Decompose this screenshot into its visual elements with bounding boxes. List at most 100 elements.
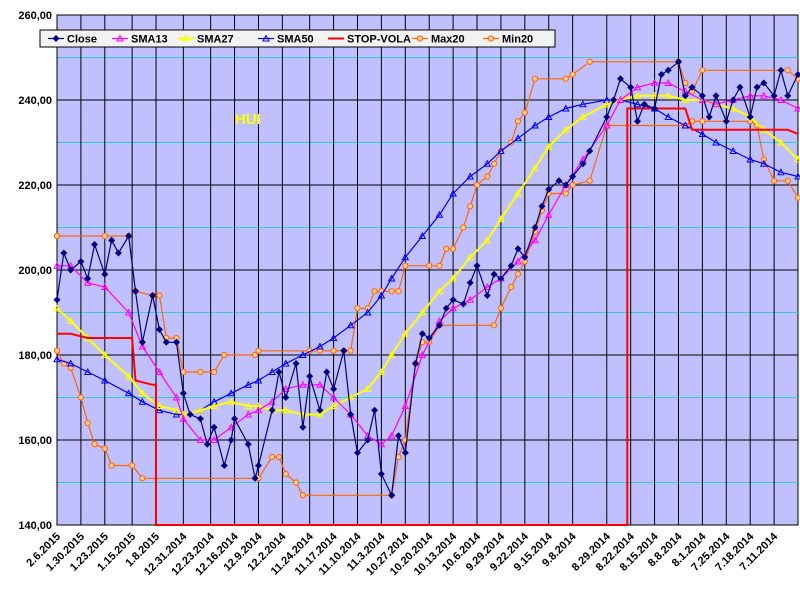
close-point	[651, 105, 659, 112]
min20-point	[139, 475, 146, 482]
close-point	[627, 83, 635, 91]
close-point	[640, 100, 648, 108]
max20-point	[354, 305, 361, 312]
sma13-point	[746, 91, 755, 99]
close-point	[282, 394, 290, 401]
sma50-point	[281, 359, 290, 367]
max20-point	[364, 305, 371, 312]
legend-label: SMA13	[131, 34, 168, 46]
sma27-point	[466, 253, 475, 261]
sma13-point	[329, 393, 338, 401]
max20-point	[388, 288, 395, 295]
min20-point	[129, 462, 136, 469]
max20-point	[586, 58, 593, 65]
legend-label: Close	[67, 34, 97, 46]
max20-point	[395, 288, 402, 295]
sma13-point	[650, 78, 659, 86]
close-point	[425, 334, 433, 342]
close-point	[91, 241, 99, 248]
sma13-point	[377, 440, 386, 448]
legend-sma27-point	[182, 34, 190, 42]
legend-sma13-point	[116, 34, 124, 42]
close-point	[674, 58, 682, 66]
legend-close-point	[52, 35, 60, 42]
sma27-point	[579, 112, 587, 120]
sma27-point	[281, 406, 290, 414]
close-point	[681, 92, 689, 100]
close-point	[231, 415, 239, 423]
max20-point	[490, 160, 498, 167]
sma50-point	[210, 397, 218, 405]
sma50-point	[254, 376, 263, 384]
close-point	[579, 160, 587, 168]
close-point	[108, 236, 116, 244]
max20-point	[347, 347, 354, 354]
sma50-point	[268, 367, 276, 375]
sma50-point	[138, 397, 147, 405]
sma50-point	[387, 274, 396, 282]
legend-item: Close	[48, 34, 97, 46]
close-point	[514, 245, 522, 253]
max20-point	[514, 118, 522, 125]
close-point	[364, 436, 372, 444]
sma27-point	[172, 406, 181, 414]
sma50-point	[435, 210, 444, 218]
chart-annotation: HUI	[235, 111, 261, 128]
sma27-point	[227, 397, 235, 405]
close-point	[777, 66, 785, 74]
sma50-point	[53, 355, 61, 363]
sma27-point	[602, 100, 611, 108]
sma50-point	[66, 359, 75, 367]
max20-point	[197, 368, 204, 376]
sma50-point	[602, 95, 611, 103]
sma50-point	[244, 380, 253, 388]
y-tick-label: 180,00	[18, 350, 52, 362]
y-tick-label: 260,00	[18, 10, 52, 22]
sma27-point	[100, 350, 109, 358]
sma27-point	[650, 91, 659, 99]
max20-point	[156, 292, 163, 299]
sma13-point	[138, 342, 147, 350]
min20-point	[282, 470, 289, 478]
sma50-point	[698, 129, 707, 137]
close-point	[244, 440, 252, 448]
min20-point	[108, 462, 115, 469]
sma13-point	[254, 406, 263, 414]
close-point	[705, 113, 713, 121]
max20-point	[784, 67, 791, 74]
max20-point	[443, 245, 450, 252]
max20-point	[255, 347, 262, 354]
sma13-point	[514, 257, 522, 265]
y-tick-label: 220,00	[18, 180, 52, 192]
close-point	[729, 96, 737, 104]
close-point	[173, 338, 181, 346]
sma50-point	[124, 389, 133, 397]
sma27-point	[418, 308, 427, 316]
y-axis: 140,00 160,00 180,00 200,00 220,00 240,00 260,…	[18, 10, 52, 532]
close-point	[466, 279, 474, 287]
min20-point	[77, 394, 85, 401]
close-point	[186, 411, 194, 418]
close-point	[254, 462, 262, 469]
close-point	[210, 423, 218, 431]
sma27-point	[561, 125, 570, 133]
close-point	[664, 66, 672, 74]
close-point	[149, 292, 157, 299]
sma13-point	[53, 261, 61, 269]
close-point	[657, 71, 665, 78]
close-point	[418, 330, 426, 338]
sma13-point	[633, 83, 642, 91]
y-tick-label: 200,00	[18, 265, 52, 277]
max20-point	[402, 262, 409, 269]
close-point	[562, 181, 570, 189]
close-point	[155, 326, 163, 333]
close-point	[586, 147, 594, 155]
sma27-point	[729, 104, 737, 112]
sma13-point	[483, 282, 492, 290]
min20-point	[784, 177, 791, 184]
close-point	[698, 92, 706, 100]
sma50-point	[483, 159, 492, 167]
sma13-point	[244, 410, 253, 418]
legend-item: SMA27	[178, 34, 234, 46]
